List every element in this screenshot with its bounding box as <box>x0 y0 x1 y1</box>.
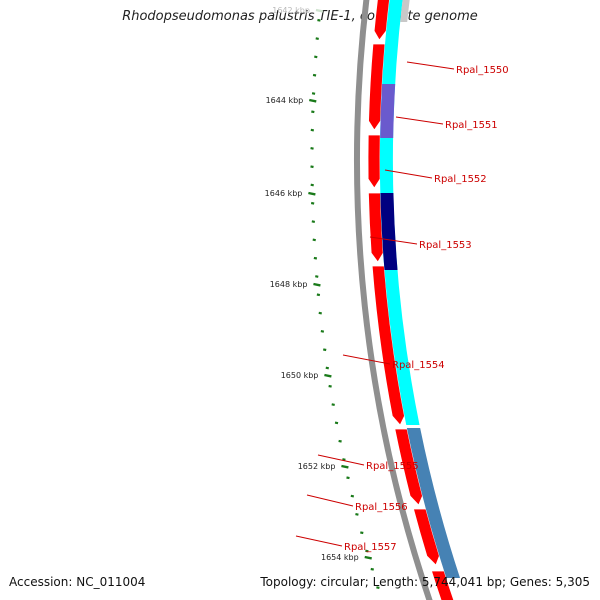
minor-tick <box>370 567 374 571</box>
forward-cds-3 <box>367 134 381 189</box>
gene-label: Rpal_1550 <box>456 65 509 76</box>
tick-label: 1648 kbp <box>270 280 308 289</box>
minor-tick <box>310 165 314 169</box>
gene-leader-line <box>342 354 391 365</box>
ring-layer <box>354 0 461 600</box>
minor-tick <box>346 476 350 480</box>
major-tick <box>364 555 372 560</box>
minor-tick <box>338 439 342 443</box>
tick-label: 1644 kbp <box>266 96 304 105</box>
gene-leader-line <box>317 454 365 466</box>
minor-tick <box>325 366 330 370</box>
minor-tick <box>360 531 364 535</box>
gene-leader-line <box>384 169 433 179</box>
major-tick <box>309 98 317 103</box>
hit-block-1551 <box>380 84 396 138</box>
major-tick <box>308 191 316 196</box>
major-tick <box>313 282 321 287</box>
hit-block-1553 <box>380 193 398 270</box>
gene-label: Rpal_1556 <box>355 502 408 513</box>
minor-tick <box>318 311 322 315</box>
gene-leader-line <box>406 61 455 70</box>
minor-tick <box>311 92 316 95</box>
gene-leader-line <box>306 494 354 507</box>
major-tick <box>341 464 349 469</box>
minor-tick <box>355 513 359 516</box>
gene-label-layer: Rpal_1550 Rpal_1551 Rpal_1552 Rpal_1553 Rpal… <box>295 61 509 553</box>
minor-tick <box>328 384 332 388</box>
minor-tick <box>320 330 325 333</box>
minor-tick <box>342 458 346 461</box>
minor-tick <box>350 494 355 498</box>
minor-tick <box>312 73 317 77</box>
gene-label: Rpal_1555 <box>366 461 419 472</box>
minor-tick <box>312 238 316 242</box>
gene-leader-line <box>369 236 418 245</box>
minor-tick <box>311 220 316 223</box>
faded-ring-stub <box>400 0 410 22</box>
minor-tick <box>310 128 315 132</box>
tick-layer: 1642 kbp 1644 kbp 1646 kbp 1648 kbp 1650 kbp… <box>265 6 380 589</box>
gene-leader-line <box>395 116 444 125</box>
minor-tick <box>334 421 339 425</box>
gene-label: Rpal_1553 <box>419 240 472 251</box>
tick-label: 1642 kbp <box>272 6 310 15</box>
major-tick <box>324 373 332 378</box>
tick-label: 1652 kbp <box>298 462 336 471</box>
minor-tick <box>314 55 318 59</box>
minor-tick <box>310 183 314 187</box>
minor-tick <box>317 18 321 22</box>
minor-tick <box>313 256 318 260</box>
gene-label: Rpal_1554 <box>392 360 445 371</box>
major-tick <box>315 8 324 13</box>
tick-label: 1646 kbp <box>265 189 303 198</box>
gene-label: Rpal_1557 <box>344 542 397 553</box>
minor-tick <box>311 110 315 114</box>
minor-tick <box>322 348 327 352</box>
minor-tick <box>315 275 319 278</box>
minor-tick <box>310 201 315 205</box>
gene-leader-line <box>295 535 343 547</box>
tick-label: 1650 kbp <box>281 371 319 380</box>
backbone-ring <box>354 0 433 600</box>
minor-tick <box>376 586 380 589</box>
accession-text: Accession: NC_011004 <box>9 575 146 589</box>
minor-tick <box>365 549 369 553</box>
minor-tick <box>315 37 319 40</box>
tick-label: 1654 kbp <box>321 553 359 562</box>
gene-label: Rpal_1552 <box>434 174 487 185</box>
genome-stats-text: Topology: circular; Length: 5,744,041 bp… <box>260 575 590 589</box>
gene-label: Rpal_1551 <box>445 120 498 131</box>
forward-cds-1 <box>373 0 390 41</box>
minor-tick <box>316 293 321 297</box>
minor-tick <box>310 147 314 150</box>
hit-block-1555-1557 <box>406 428 461 578</box>
minor-tick <box>331 403 335 406</box>
